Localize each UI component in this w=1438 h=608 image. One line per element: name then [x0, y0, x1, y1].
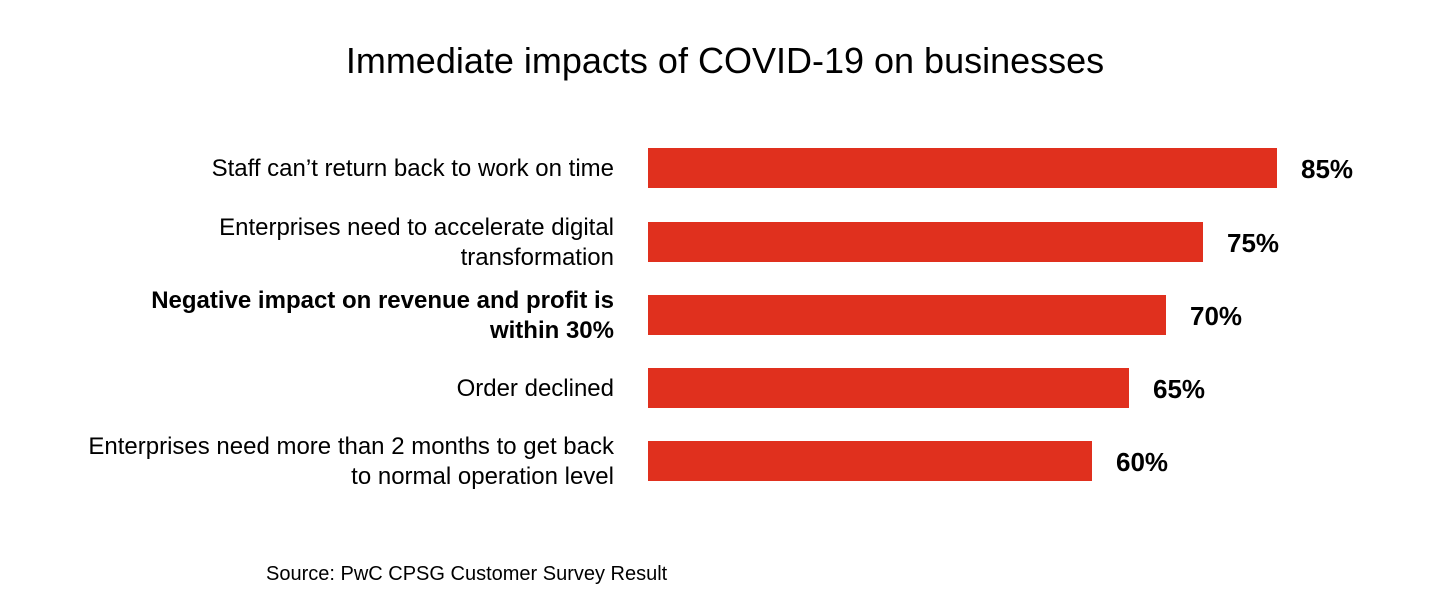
bar-2 [648, 222, 1203, 262]
category-label-1: Staff can’t return back to work on time [212, 155, 614, 182]
category-label-5-line-2: to normal operation level [351, 463, 614, 490]
source-note: Source: PwC CPSG Customer Survey Result [266, 563, 668, 585]
category-label-3-line-1: Negative impact on revenue and profit is [151, 287, 614, 314]
bar-3 [648, 295, 1166, 335]
category-label-4: Order declined [457, 375, 614, 402]
value-label-4: 65% [1153, 374, 1205, 404]
category-label-2-line-1: Enterprises need to accelerate digital [219, 214, 614, 241]
value-label-3: 70% [1190, 301, 1242, 331]
bar-5 [648, 441, 1092, 481]
bar-4 [648, 368, 1129, 408]
value-label-1: 85% [1301, 154, 1353, 184]
value-label-2: 75% [1227, 228, 1279, 258]
category-label-3-line-2: within 30% [489, 317, 614, 344]
category-label-5-line-1: Enterprises need more than 2 months to g… [88, 433, 615, 460]
chart-title: Immediate impacts of COVID-19 on busines… [345, 40, 1105, 81]
value-label-5: 60% [1116, 447, 1168, 477]
bar-1 [648, 148, 1277, 188]
category-label-2-line-2: transformation [461, 244, 614, 271]
